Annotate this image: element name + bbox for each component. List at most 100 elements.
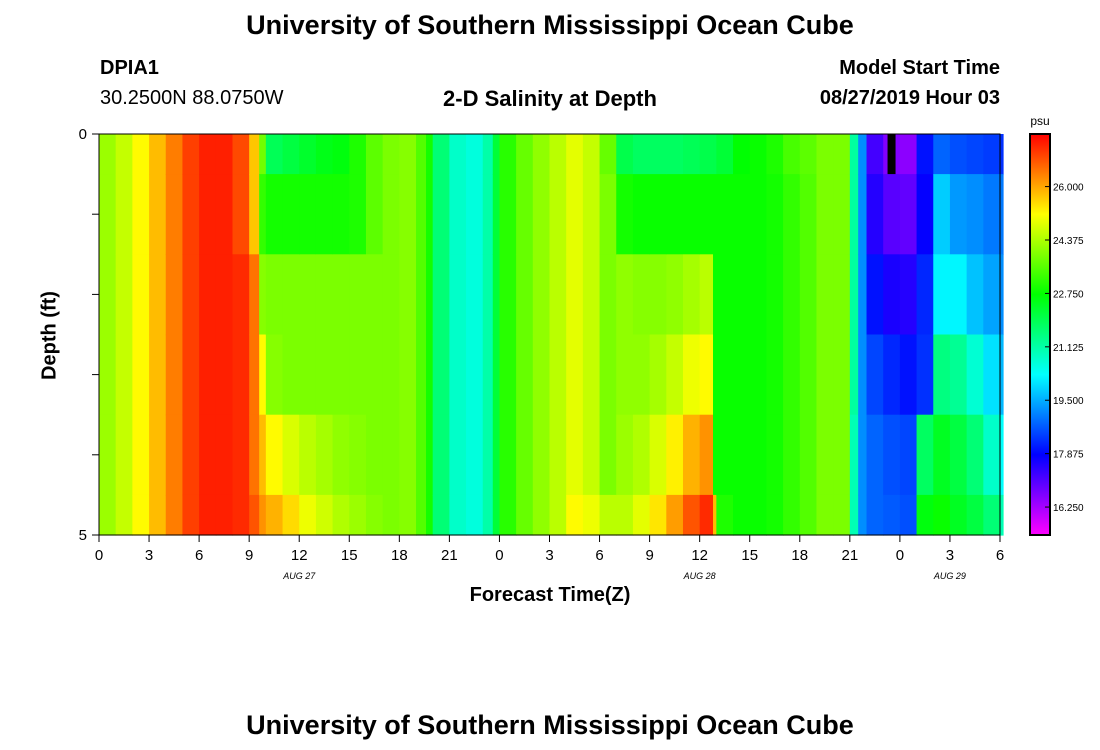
heatmap-cell — [532, 254, 551, 336]
heatmap-cell — [632, 494, 651, 536]
heatmap-cell — [382, 174, 400, 255]
heatmap-cell — [816, 334, 834, 416]
heatmap-cell — [265, 134, 284, 175]
x-tick-label: 21 — [841, 547, 858, 564]
heatmap-cell — [783, 254, 801, 336]
heatmap-cell — [516, 414, 534, 496]
heatmap-cell — [983, 174, 1001, 255]
heatmap-cell — [349, 134, 367, 175]
heatmap-cell — [916, 254, 934, 336]
heatmap-cell — [858, 174, 868, 255]
heatmap-cell — [799, 334, 818, 416]
heatmap-cell — [382, 334, 400, 416]
heatmap-cell — [599, 414, 617, 496]
heatmap-cell — [332, 414, 350, 496]
heatmap-cell — [199, 334, 217, 416]
heatmap-cell — [399, 254, 417, 336]
heatmap-cell — [466, 134, 484, 175]
heatmap-cell — [883, 334, 901, 416]
colorbar-label: 19.500 — [1053, 396, 1084, 407]
x-tick-label: 6 — [996, 547, 1004, 564]
y-tick-label: 0 — [79, 126, 87, 143]
heatmap-cell — [432, 334, 450, 416]
heatmap-cell — [215, 134, 234, 175]
heatmap-cell — [849, 494, 859, 536]
heatmap-cell — [115, 174, 133, 255]
heatmap-cell — [733, 174, 751, 255]
heatmap-cell — [99, 414, 117, 496]
date-label: AUG 27 — [282, 571, 316, 581]
heatmap-cell — [199, 414, 217, 496]
heatmap-cell — [783, 494, 801, 536]
heatmap-cell — [866, 174, 884, 255]
heatmap-cell — [282, 494, 300, 536]
heatmap-cell — [549, 134, 567, 175]
x-tick-label: 6 — [195, 547, 203, 564]
heatmap-cell — [713, 334, 717, 416]
heatmap-cell — [649, 414, 667, 496]
heatmap-cell — [1000, 414, 1004, 496]
heatmap-cell — [766, 174, 784, 255]
heatmap-cell — [1000, 134, 1004, 175]
heatmap-cell — [799, 494, 818, 536]
heatmap-cell — [799, 134, 818, 175]
heatmap-cell — [416, 494, 427, 536]
model-start-value: 08/27/2019 Hour 03 — [819, 87, 1000, 109]
heatmap-cell — [232, 174, 250, 255]
x-tick-label: 12 — [691, 547, 708, 564]
heatmap-cell — [249, 174, 260, 255]
heatmap-cell — [282, 254, 300, 336]
heatmap-cell — [816, 414, 834, 496]
heatmap-cell — [632, 134, 651, 175]
heatmap-cell — [265, 254, 284, 336]
heatmap-cell — [165, 174, 184, 255]
heatmap-cell — [749, 254, 768, 336]
heatmap-cell — [783, 134, 801, 175]
heatmap-cell — [833, 134, 851, 175]
heatmap-cell — [682, 494, 701, 536]
heatmap-cell — [682, 174, 701, 255]
colorbar-label: 22.750 — [1053, 289, 1084, 300]
heatmap-cell — [849, 134, 859, 175]
heatmap-cell — [582, 334, 601, 416]
heatmap-cell — [259, 174, 267, 255]
heatmap-cell — [365, 254, 384, 336]
heatmap-cell — [99, 494, 117, 536]
heatmap-cell — [916, 134, 934, 175]
heatmap-cell — [1000, 494, 1004, 536]
heatmap-cell — [215, 254, 234, 336]
heatmap-cell — [749, 414, 768, 496]
heatmap-cell — [699, 134, 714, 175]
heatmap-cell — [599, 254, 617, 336]
heatmap-cell — [349, 494, 367, 536]
heatmap-cell — [199, 174, 217, 255]
heatmap-cell — [632, 174, 651, 255]
heatmap-cell — [783, 334, 801, 416]
heatmap-cell — [182, 254, 200, 336]
heatmap-cell — [149, 494, 167, 536]
heatmap-cell — [249, 134, 260, 175]
heatmap-cell — [866, 494, 884, 536]
heatmap-cell — [816, 134, 834, 175]
heatmap-cell — [215, 334, 234, 416]
colorbar-unit: psu — [1030, 114, 1049, 128]
heatmap-cell — [582, 134, 601, 175]
heatmap-cell — [149, 254, 167, 336]
heatmap-cell — [282, 334, 300, 416]
heatmap-cell — [132, 494, 150, 536]
heatmap-cell — [899, 254, 918, 336]
heatmap-cell — [716, 134, 734, 175]
heatmap-cell — [632, 254, 651, 336]
heatmap-cell — [699, 334, 714, 416]
heatmap-cell — [215, 414, 234, 496]
heatmap-cell — [99, 174, 117, 255]
heatmap-cell — [482, 494, 494, 536]
heatmap-cell — [866, 334, 884, 416]
heatmap-cell — [482, 414, 494, 496]
heatmap-cell — [332, 174, 350, 255]
heatmap-cell — [616, 254, 634, 336]
heatmap-cell — [833, 334, 851, 416]
station-id: DPIA1 — [100, 57, 159, 79]
x-tick-label: 0 — [95, 547, 103, 564]
heatmap-cell — [299, 174, 317, 255]
